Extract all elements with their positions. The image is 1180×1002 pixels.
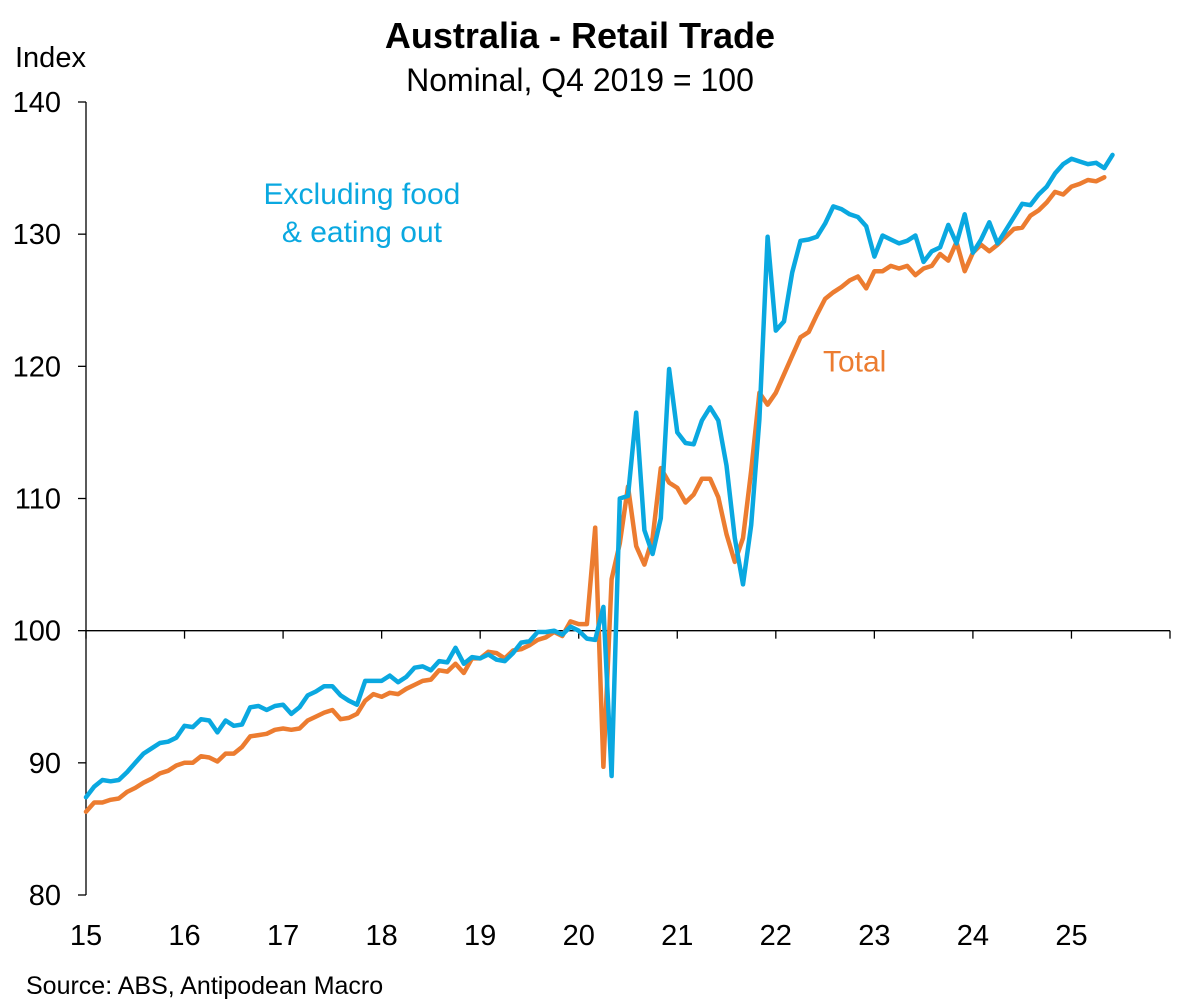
- chart-title: Australia - Retail Trade: [385, 15, 775, 56]
- chart-subtitle: Nominal, Q4 2019 = 100: [406, 62, 754, 98]
- x-tick-label: 15: [70, 920, 102, 952]
- x-tick-label: 22: [760, 920, 792, 952]
- y-tick-label: 100: [13, 616, 61, 648]
- x-tick-label: 23: [858, 920, 890, 952]
- y-axis-label: Index: [15, 42, 86, 74]
- x-tick-label: 24: [957, 920, 989, 952]
- x-tick-label: 19: [464, 920, 496, 952]
- y-tick-label: 90: [29, 748, 61, 780]
- x-tick-label: 16: [168, 920, 200, 952]
- y-tick-labels: 80 90 100 110 120 130 140: [13, 87, 61, 912]
- series-line-excluding-food: [83, 152, 1115, 800]
- series-line-total: [83, 175, 1107, 814]
- axes: [78, 101, 1171, 896]
- series-label-excluding-food: Excluding food: [264, 178, 461, 211]
- x-tick-label: 20: [563, 920, 595, 952]
- x-tick-label: 18: [366, 920, 398, 952]
- y-tick-label: 110: [15, 484, 61, 516]
- series-label-excluding-food: & eating out: [282, 216, 443, 249]
- y-tick-label: 120: [13, 351, 61, 383]
- y-tick-label: 130: [13, 219, 61, 251]
- series-label-total: Total: [823, 346, 886, 379]
- series-annotations: Excluding food & eating out Total: [264, 178, 887, 379]
- source-note: Source: ABS, Antipodean Macro: [26, 972, 383, 1000]
- x-tick-label: 17: [267, 920, 299, 952]
- y-tick-label: 140: [13, 87, 61, 119]
- x-tick-labels: 15 16 17 18 19 20 21 22 23 24 25: [70, 920, 1088, 952]
- series-lines: [83, 152, 1115, 814]
- x-tick-label: 21: [661, 920, 693, 952]
- x-tick-label: 25: [1055, 920, 1087, 952]
- y-tick-label: 80: [29, 880, 61, 912]
